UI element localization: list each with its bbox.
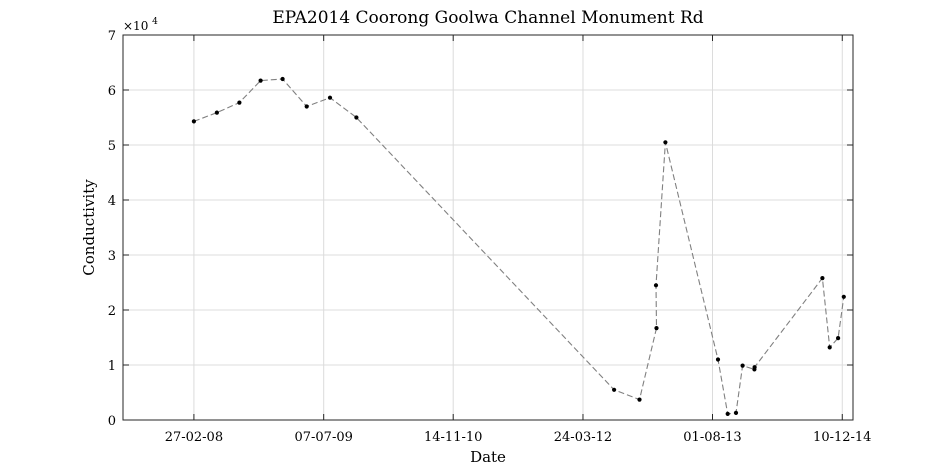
y-tick-label: 6: [108, 84, 116, 99]
grid-lines: [123, 35, 853, 420]
data-point: [733, 410, 739, 415]
data-point: [740, 363, 745, 368]
data-point: [663, 140, 668, 145]
data-point: [654, 326, 659, 331]
x-tick-label: 07-07-09: [294, 430, 352, 445]
data-point: [752, 365, 757, 370]
data-point: [820, 276, 825, 281]
data-point: [354, 115, 359, 120]
data-point: [327, 95, 333, 100]
x-tick-label: 14-11-10: [424, 430, 482, 445]
data-point: [612, 387, 617, 392]
data-point: [841, 294, 846, 299]
x-tick-label: 27-02-08: [165, 430, 223, 445]
y-tick-label: 2: [108, 304, 116, 319]
data-point: [214, 110, 219, 115]
x-tick-label: 24-03-12: [554, 430, 612, 445]
plot-area-border: [122, 34, 854, 421]
data-point: [237, 100, 242, 105]
data-point: [836, 336, 841, 341]
y-tick-label: 5: [108, 139, 116, 154]
data-markers: [191, 76, 846, 416]
chart-title: EPA2014 Coorong Goolwa Channel Monument …: [272, 8, 703, 28]
data-point: [715, 357, 721, 362]
y-exponent-power: 4: [152, 17, 158, 27]
y-exponent-base: ×10: [123, 19, 148, 33]
y-tick-label: 4: [108, 194, 116, 209]
y-tick-label: 7: [108, 29, 116, 44]
data-point: [191, 119, 196, 124]
y-axis-label: Conductivity: [80, 179, 98, 276]
x-tick-label: 01-08-13: [683, 430, 741, 445]
x-axis-label: Date: [470, 448, 506, 466]
data-point: [653, 283, 659, 288]
x-tick-labels: 27-02-08 07-07-09 14-11-10 24-03-12 01-08-13…: [165, 430, 872, 445]
axis-ticks: [123, 34, 853, 421]
y-exponent-label: ×10 4: [123, 17, 158, 33]
data-point: [827, 345, 832, 350]
data-point: [725, 411, 730, 416]
data-point: [258, 78, 263, 83]
y-tick-label: 3: [108, 249, 116, 264]
y-tick-labels: 0 1 2 3 4 5 6 7: [108, 29, 116, 429]
data-point: [304, 104, 309, 109]
data-point: [637, 397, 642, 402]
y-tick-label: 1: [108, 359, 116, 374]
y-tick-label: 0: [108, 414, 116, 429]
x-tick-label: 10-12-14: [813, 430, 871, 445]
data-point: [280, 76, 285, 82]
